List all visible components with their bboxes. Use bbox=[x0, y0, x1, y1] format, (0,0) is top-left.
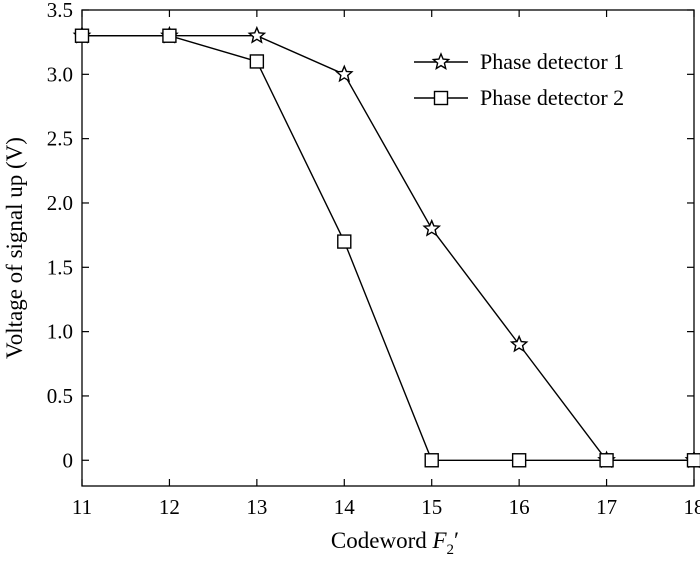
legend-label: Phase detector 2 bbox=[480, 85, 624, 110]
x-tick-label: 15 bbox=[421, 495, 442, 519]
data-point-square bbox=[250, 55, 263, 68]
plot-frame bbox=[82, 10, 694, 486]
y-tick-label: 3.0 bbox=[47, 62, 73, 86]
y-tick-label: 0 bbox=[63, 448, 74, 472]
y-axis-title: Voltage of signal up (V) bbox=[2, 137, 27, 359]
data-point-square bbox=[688, 454, 700, 467]
data-point-square bbox=[513, 454, 526, 467]
data-point-star bbox=[249, 28, 264, 42]
x-tick-label: 18 bbox=[684, 495, 700, 519]
legend-entry: Phase detector 1 bbox=[414, 49, 624, 74]
data-point-star bbox=[512, 336, 527, 350]
data-point-square bbox=[600, 454, 613, 467]
y-tick-label: 0.5 bbox=[47, 384, 73, 408]
x-tick-label: 11 bbox=[72, 495, 92, 519]
legend: Phase detector 1 Phase detector 2 bbox=[414, 49, 624, 110]
legend-marker-square bbox=[435, 92, 448, 105]
x-tick-label: 14 bbox=[334, 495, 356, 519]
x-axis-title-variable: F bbox=[431, 528, 447, 553]
y-tick-label: 1.5 bbox=[47, 255, 73, 279]
y-tick-label: 2.5 bbox=[47, 127, 73, 151]
x-tick-label: 13 bbox=[246, 495, 267, 519]
y-tick-label: 3.5 bbox=[47, 0, 73, 22]
x-axis-title-main: Codeword bbox=[331, 528, 433, 553]
x-tick-label: 16 bbox=[509, 495, 530, 519]
data-point-square bbox=[76, 29, 89, 42]
data-point-star bbox=[424, 221, 439, 235]
x-tick-label: 17 bbox=[596, 495, 617, 519]
legend-entry: Phase detector 2 bbox=[414, 85, 624, 110]
data-point-square bbox=[425, 454, 438, 467]
y-tick-label: 2.0 bbox=[47, 191, 73, 215]
data-point-square bbox=[338, 235, 351, 248]
x-tick-label: 12 bbox=[159, 495, 180, 519]
data-point-square bbox=[163, 29, 176, 42]
data-point-star bbox=[337, 66, 352, 80]
legend-marker-star bbox=[433, 54, 448, 68]
x-axis-title-subscript: 2 bbox=[447, 542, 455, 558]
x-axis-title-prime: ′ bbox=[454, 528, 459, 553]
legend-label: Phase detector 1 bbox=[480, 49, 624, 74]
ticks: 11 12 13 14 15 16 17 18 0 0.5 1.0 1.5 2.0 2.5 3.0 3.5 bbox=[47, 0, 700, 519]
y-tick-label: 1.0 bbox=[47, 320, 73, 344]
x-axis-title: Codeword F2′ bbox=[331, 528, 459, 558]
